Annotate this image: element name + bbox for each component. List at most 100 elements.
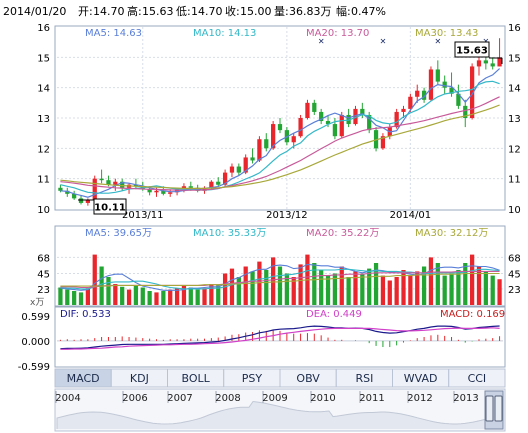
macd-lines (60, 325, 500, 350)
volume-bar (428, 257, 434, 305)
volume-bar (332, 273, 338, 305)
candle-body (222, 172, 228, 185)
candle-body (298, 118, 303, 137)
volume-bar (421, 266, 427, 305)
volume-bar (353, 271, 358, 305)
volume-bar (236, 277, 241, 305)
volume-y-tick-left: 23 (37, 285, 50, 296)
volume-y-axis-right: 68 45 23 (508, 253, 521, 296)
candle-body (421, 90, 427, 100)
volume-bar (222, 273, 228, 305)
high-callout-box (454, 41, 490, 58)
price-y-tick-left: 10 (37, 205, 50, 216)
event-marker: ✕ (318, 37, 325, 46)
macd-macd-label: MACD: 0.169 (440, 309, 505, 320)
volume-ma10-label: MA10: 35.33万 (193, 228, 266, 239)
volume-bar (58, 287, 63, 305)
candle-body (469, 66, 475, 118)
price-x-axis: 2013/11 2013/12 2014/01 (122, 210, 431, 221)
volume-bar (78, 292, 84, 305)
candle-body (339, 114, 344, 137)
volume-bar (264, 270, 269, 305)
tab-label-kdj[interactable]: KDJ (130, 372, 149, 385)
candle-body (490, 63, 495, 67)
timeline-area (56, 400, 504, 430)
header-volume-label: 量: (274, 5, 289, 18)
candle-body (367, 114, 372, 131)
header-high: 15.63 (142, 5, 174, 18)
volume-bar (250, 271, 255, 305)
indicator-tabs: MACD KDJ BOLL PSY OBV RSI WVAD CCI (54, 368, 506, 388)
candle-body (168, 192, 173, 194)
volume-bar (367, 268, 372, 305)
header-change: 0.47% (351, 5, 386, 18)
candle-body (483, 60, 488, 64)
candle-body (229, 166, 235, 173)
candle-body (401, 108, 406, 112)
candle-body (133, 184, 139, 187)
volume-bar (346, 277, 351, 305)
price-y-tick-left: 12 (37, 144, 50, 155)
candle-body (271, 124, 276, 149)
price-y-tick-right: 16 (508, 23, 521, 34)
volume-bar (195, 289, 200, 305)
price-x-tick: 2013/12 (266, 210, 308, 221)
candle-body (58, 187, 63, 191)
candle-body (72, 193, 77, 199)
volume-y-tick-right: 45 (508, 270, 521, 281)
price-ma5-line (60, 68, 501, 198)
price-y-tick-left: 15 (37, 53, 50, 64)
timeline-handle-left[interactable] (485, 395, 494, 422)
volume-bar (147, 291, 152, 305)
candle-body (174, 189, 180, 193)
tab-label-cci[interactable]: CCI (468, 372, 487, 385)
timeline-year: 2004 (55, 393, 80, 404)
macd-unit-label: x万 (30, 298, 44, 308)
price-ma30-line (60, 104, 500, 189)
volume-y-axis-left: 68 45 23 (37, 253, 50, 296)
candle-body (78, 198, 84, 203)
candle-body (216, 181, 221, 185)
header-open-label: 开: (78, 5, 93, 18)
candle-body (415, 90, 420, 97)
tab-cci[interactable] (448, 368, 506, 388)
tab-label-psy[interactable]: PSY (242, 372, 263, 385)
volume-bar (229, 268, 235, 305)
header-close: 15.00 (240, 5, 272, 18)
volume-bar (85, 288, 91, 305)
macd-dif-line (60, 325, 500, 350)
macd-y-tick: -0.599 (18, 362, 50, 373)
price-ma20-line (60, 96, 500, 191)
volume-bar (449, 273, 454, 305)
candle-body (408, 96, 413, 109)
candle-body (99, 178, 104, 181)
volume-ma-lines (60, 263, 500, 291)
candle-body (380, 136, 386, 149)
volume-bar (209, 284, 214, 305)
volume-bar (442, 275, 447, 305)
timeline: 2004 2006 2007 2008 2009 2010 2011 2012 2013 (55, 391, 504, 430)
macd-dea-label: DEA: 0.449 (306, 309, 362, 320)
header-open: 14.70 (93, 5, 125, 18)
tab-label-rsi[interactable]: RSI (355, 372, 373, 385)
header-low: 14.70 (191, 5, 223, 18)
tab-label-boll[interactable]: BOLL (181, 372, 210, 385)
price-ma-lines (60, 68, 501, 198)
candle-body (236, 166, 241, 173)
volume-bar (483, 271, 488, 305)
candle-body (202, 187, 207, 191)
timeline-year: 2009 (262, 393, 287, 404)
high-callout: 15.63 (454, 41, 503, 64)
tab-label-wvad[interactable]: WVAD (404, 372, 438, 385)
timeline-handle-right[interactable] (494, 395, 503, 422)
volume-bar (476, 266, 482, 305)
timeline-year: 2007 (167, 393, 192, 404)
volume-bar (174, 288, 180, 305)
price-ma20-label: MA20: 13.70 (306, 28, 369, 39)
volume-y-tick-right: 23 (508, 285, 521, 296)
tab-label-macd[interactable]: MACD (67, 372, 100, 385)
price-ma-legend: MA5: 14.63 MA10: 14.13 MA20: 13.70 MA30:… (85, 28, 478, 39)
macd-y-tick: 0.000 (21, 337, 50, 348)
tab-label-obv[interactable]: OBV (296, 372, 320, 385)
candle-body (449, 87, 454, 94)
